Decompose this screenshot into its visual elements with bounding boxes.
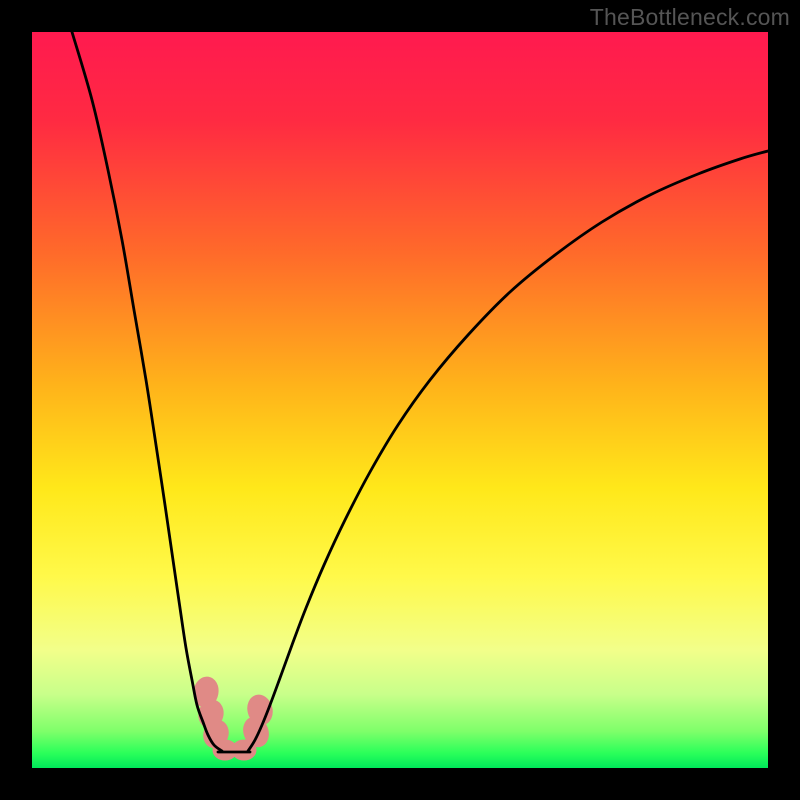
bottleneck-chart — [0, 0, 800, 800]
chart-stage: TheBottleneck.com — [0, 0, 800, 800]
chart-gradient-background — [32, 32, 768, 768]
watermark-text: TheBottleneck.com — [590, 4, 790, 31]
